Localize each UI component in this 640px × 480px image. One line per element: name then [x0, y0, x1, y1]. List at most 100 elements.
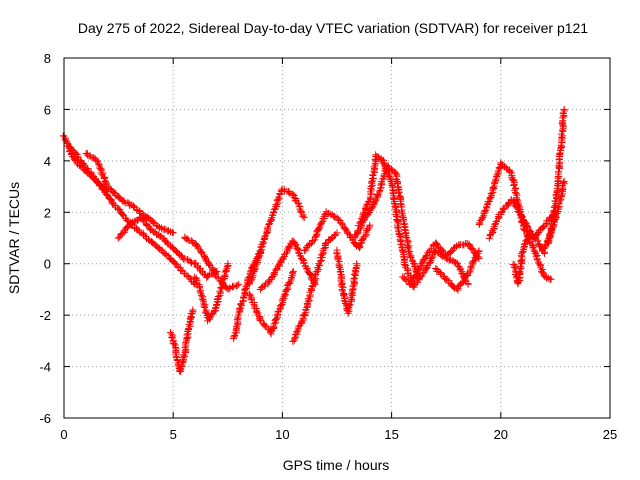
data-point-marker: [235, 280, 243, 288]
data-point-marker: [200, 302, 208, 310]
data-point-marker: [184, 235, 192, 243]
data-point-marker: [342, 225, 350, 233]
data-point-marker: [395, 189, 403, 197]
data-point-marker: [479, 213, 487, 221]
data-point-marker: [205, 260, 213, 268]
axis-ticks: [63, 57, 611, 419]
data-point-marker: [221, 268, 229, 276]
data-point-marker: [146, 224, 154, 232]
data-point-marker: [314, 265, 322, 273]
data-point-marker: [185, 321, 193, 329]
data-point-marker: [411, 272, 419, 280]
data-point-marker: [560, 105, 568, 113]
data-point-marker: [84, 167, 92, 175]
data-point-marker: [517, 212, 525, 220]
data-point-marker: [363, 226, 371, 234]
data-point-marker: [422, 252, 430, 260]
data-point-marker: [261, 233, 269, 241]
data-point-marker: [272, 315, 280, 323]
y-tick-label: 8: [44, 51, 51, 66]
data-point-marker: [181, 344, 189, 352]
data-point-marker: [294, 199, 302, 207]
data-point-marker: [197, 291, 205, 299]
data-point-marker: [335, 263, 343, 271]
data-point-marker: [177, 364, 185, 372]
data-point-marker: [371, 164, 379, 172]
data-point-marker: [512, 202, 520, 210]
data-point-marker: [420, 255, 428, 263]
data-point-marker: [554, 204, 562, 212]
data-point-marker: [387, 178, 395, 186]
data-point-marker: [458, 278, 466, 286]
data-point-marker: [405, 250, 413, 258]
data-point-marker: [252, 308, 260, 316]
data-point-marker: [343, 306, 351, 314]
data-point-marker: [299, 255, 307, 263]
data-point-marker: [257, 243, 265, 251]
data-point-marker: [371, 197, 379, 205]
data-point-marker: [186, 314, 194, 322]
data-point-marker: [129, 218, 137, 226]
data-point-marker: [270, 270, 278, 278]
data-point-marker: [345, 301, 353, 309]
data-point-marker: [183, 255, 191, 263]
data-point-marker: [315, 224, 323, 232]
data-point-marker: [493, 170, 501, 178]
data-point-marker: [246, 292, 254, 300]
data-point-marker: [550, 203, 558, 211]
data-point-marker: [188, 238, 196, 246]
data-point-marker: [317, 219, 325, 227]
data-point-marker: [540, 243, 548, 251]
data-point-marker: [80, 160, 88, 168]
data-point-marker: [300, 213, 308, 221]
data-point-marker: [241, 285, 249, 293]
data-point-marker: [293, 327, 301, 335]
data-point-marker: [520, 244, 528, 252]
data-point-marker: [510, 180, 518, 188]
data-point-marker: [192, 275, 200, 283]
data-point-marker: [338, 219, 346, 227]
data-point-marker: [86, 152, 94, 160]
data-point-marker: [255, 253, 263, 261]
data-point-marker: [183, 331, 191, 339]
data-point-marker: [433, 240, 441, 248]
data-point-marker: [307, 239, 315, 247]
data-point-marker: [428, 254, 436, 262]
data-point-marker: [350, 270, 358, 278]
data-point-marker: [405, 279, 413, 287]
data-point-marker: [366, 221, 374, 229]
data-point-marker: [464, 280, 472, 288]
data-point-marker: [467, 263, 475, 271]
data-point-marker: [401, 226, 409, 234]
data-point-marker: [520, 241, 528, 249]
data-point-marker: [487, 189, 495, 197]
y-tick-label: 2: [44, 205, 51, 220]
x-axis-label: GPS time / hours: [283, 457, 390, 473]
data-point-marker: [189, 306, 197, 314]
data-point-marker: [398, 247, 406, 255]
data-point-marker: [330, 212, 338, 220]
data-point-marker: [222, 266, 230, 274]
data-point-marker: [546, 230, 554, 238]
data-point-marker: [364, 210, 372, 218]
data-point-marker: [157, 224, 165, 232]
data-point-marker: [391, 205, 399, 213]
x-tick-label: 20: [494, 427, 508, 442]
data-point-marker: [181, 352, 189, 360]
data-point-marker: [289, 337, 297, 345]
data-point-marker: [346, 300, 354, 308]
data-point-marker: [289, 267, 297, 275]
y-tick-label: 4: [44, 154, 51, 169]
data-point-marker: [535, 226, 543, 234]
data-point-marker: [203, 273, 211, 281]
data-point-marker: [475, 247, 483, 255]
data-point-marker: [559, 178, 567, 186]
data-point-marker: [119, 211, 127, 219]
x-tick-label: 5: [170, 427, 177, 442]
data-point-marker: [402, 233, 410, 241]
data-point-marker: [446, 256, 454, 264]
data-point-marker: [140, 231, 148, 239]
data-point-marker: [171, 260, 179, 268]
data-point-marker: [368, 178, 376, 186]
